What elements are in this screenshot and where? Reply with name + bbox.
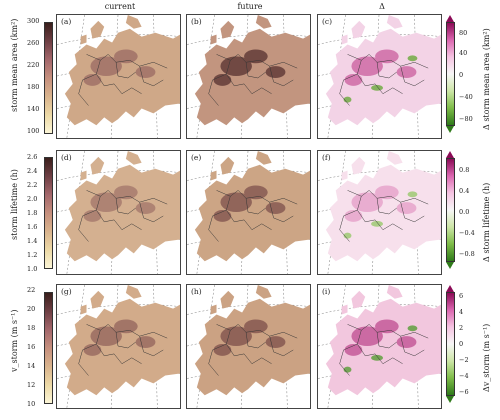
panel-e-map: (e) <box>186 150 311 275</box>
panel-label-e: (e) <box>190 153 203 162</box>
row3-colorbar-bottom-arrow <box>446 396 454 403</box>
row3-colorbar-top-arrow <box>446 285 454 292</box>
row1-dlabel: Δ storm mean area (km²) <box>482 28 491 130</box>
row2-colorbar-div <box>446 158 455 262</box>
row3-colorbar-div <box>446 292 455 396</box>
panel-c-map: (c) <box>317 14 442 139</box>
row3-dlabel: Δv_storm (m s⁻¹) <box>482 323 491 392</box>
row1-colorbar-bottom-arrow <box>446 126 454 133</box>
panel-h-map: (h) <box>186 284 311 409</box>
row3-colorbar-seq <box>44 292 53 404</box>
panel-label-d: (d) <box>60 153 73 162</box>
row2-ylabel: storm lifetime (h) <box>10 169 19 240</box>
row2-colorbar-seq <box>44 157 53 269</box>
row1-ylabel: storm mean area (km²) <box>10 18 19 112</box>
panel-d-map: (d) <box>56 150 181 275</box>
row1-colorbar-seq <box>44 22 53 134</box>
column-title-current: current <box>104 2 136 11</box>
panel-label-i: (i) <box>321 287 332 296</box>
row1-dcbar-ticks: 80 40 0 −40 −80 <box>459 29 473 123</box>
row3-ylabel: v_storm (m s⁻¹) <box>10 309 19 372</box>
row2-colorbar-top-arrow <box>446 151 454 158</box>
panel-label-b: (b) <box>190 17 203 26</box>
row1-cbar-ticks: 300 260 220 180 140 100 <box>27 17 40 135</box>
row2-cbar-ticks: 2.6 2.4 2.2 2.0 1.8 1.6 1.4 1.2 1.0 <box>27 153 38 273</box>
row2-dlabel: Δ storm lifetime (h) <box>482 182 491 262</box>
panel-b-map: (b) <box>186 14 311 139</box>
row3-cbar-ticks: 22 20 18 16 14 12 10 <box>27 286 36 408</box>
panel-a-map: (a) <box>56 14 181 139</box>
panel-label-c: (c) <box>321 17 334 26</box>
panel-f-map: (f) <box>317 150 442 275</box>
panel-i-map: (i) <box>317 284 442 409</box>
row1-colorbar-div <box>446 22 455 126</box>
row1-colorbar-top-arrow <box>446 15 454 22</box>
column-title-future: future <box>237 2 263 11</box>
row3-dcbar-ticks: 6 4 2 0 −2 −4 −6 <box>459 292 469 396</box>
row2-dcbar-ticks: 0.8 0.4 0.0 −0.4 −0.8 <box>459 166 475 258</box>
panel-g-map: (g) <box>56 284 181 409</box>
column-title-delta: Δ <box>379 2 385 11</box>
panel-label-g: (g) <box>60 287 73 296</box>
panel-label-h: (h) <box>190 287 203 296</box>
panel-label-a: (a) <box>60 17 73 26</box>
row2-colorbar-bottom-arrow <box>446 262 454 269</box>
panel-label-f: (f) <box>321 153 332 162</box>
